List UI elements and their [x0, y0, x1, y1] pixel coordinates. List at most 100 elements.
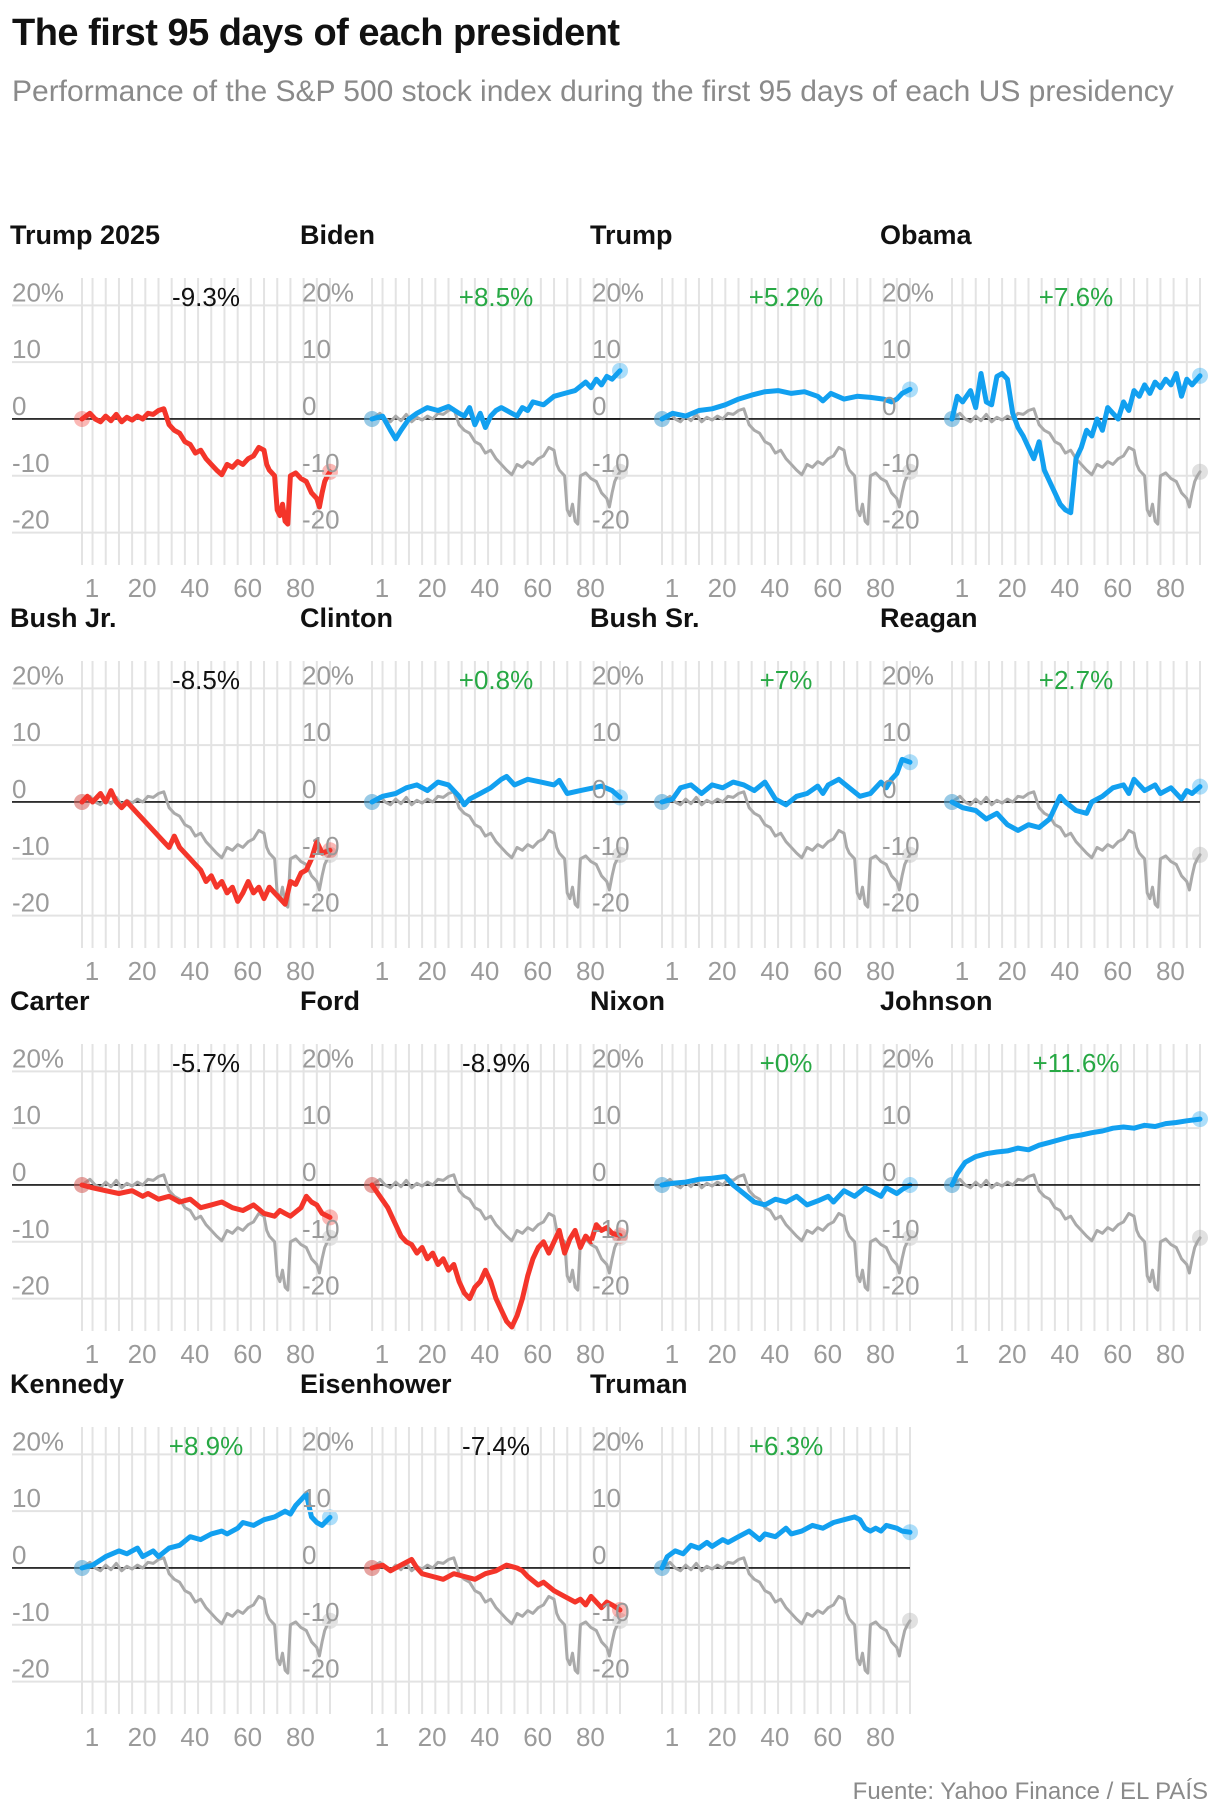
x-tick-label: 20	[128, 573, 157, 603]
reference-series-line	[660, 790, 912, 909]
x-tick-label: 20	[998, 956, 1027, 986]
panel-chart: 20% 10 0 -10 -20 1 20 40 60 80 -8.5%	[12, 660, 338, 986]
x-tick-label: 80	[576, 1339, 605, 1369]
reference-end-dot	[1192, 1229, 1208, 1246]
series-line	[79, 1182, 333, 1220]
x-tick-label: 80	[576, 1722, 605, 1752]
y-tick-label: 10	[592, 1100, 621, 1130]
y-tick-label: -10	[592, 1214, 630, 1244]
y-tick-label: 20%	[592, 1426, 644, 1456]
y-tick-label: -10	[882, 1214, 920, 1244]
x-tick-label: 40	[1050, 573, 1079, 603]
panel-ford: Ford 20% 10 0 -10 -20 1 20 40 60 80 -8.9%	[298, 986, 628, 1369]
panel-clinton: Clinton 20% 10 0 -10 -20 1 20 40 60 80 +0.8%	[298, 603, 628, 986]
y-tick-label: -10	[592, 448, 630, 478]
reference-series-line	[370, 407, 622, 526]
y-tick-label: -20	[592, 888, 630, 918]
series-line	[369, 368, 623, 442]
y-tick-label: 20%	[592, 660, 644, 690]
change-label: +11.6%	[1033, 1048, 1120, 1078]
series-line	[79, 406, 333, 527]
series-line	[79, 788, 333, 907]
x-tick-label: 20	[418, 1722, 447, 1752]
x-tick-label: 1	[955, 573, 969, 603]
y-tick-label: 10	[302, 717, 331, 747]
y-tick-label: -20	[592, 1271, 630, 1301]
x-tick-label: 1	[375, 1722, 389, 1752]
reference-series-line	[950, 790, 1202, 909]
x-tick-label: 80	[286, 956, 315, 986]
panel-title: Carter	[10, 986, 90, 1016]
change-label: -5.7%	[172, 1048, 240, 1078]
x-tick-label: 1	[85, 1339, 99, 1369]
panel-reagan: Reagan 20% 10 0 -10 -20 1 20 40 60 80 +2.7%	[878, 603, 1208, 986]
panel-title: Trump	[590, 220, 673, 250]
y-tick-label: 20%	[12, 1426, 64, 1456]
y-tick-label: 20%	[302, 1426, 354, 1456]
y-tick-label: -10	[12, 1597, 50, 1627]
y-tick-label: 0	[592, 1540, 606, 1570]
series-line	[659, 386, 913, 422]
chart-title: The first 95 days of each president	[12, 12, 620, 54]
y-tick-label: -10	[12, 831, 50, 861]
panel-title: Nixon	[590, 986, 666, 1016]
x-tick-label: 1	[85, 573, 99, 603]
y-tick-label: -20	[302, 1271, 340, 1301]
y-tick-label: 20%	[882, 277, 934, 307]
y-tick-label: -20	[302, 888, 340, 918]
y-tick-label: -10	[592, 831, 630, 861]
x-tick-label: 1	[955, 956, 969, 986]
y-tick-label: 10	[882, 334, 911, 364]
x-tick-label: 20	[998, 1339, 1027, 1369]
x-tick-label: 40	[180, 573, 209, 603]
reference-series-line	[370, 790, 622, 909]
y-tick-label: 10	[12, 334, 41, 364]
y-tick-label: -20	[12, 888, 50, 918]
series-start-dot	[74, 410, 90, 427]
reference-series-line	[950, 407, 1202, 526]
series-end-dot	[322, 1209, 338, 1226]
x-tick-label: 20	[708, 956, 737, 986]
panel-truman: Truman 20% 10 0 -10 -20 1 20 40 60 80 +6.3%	[588, 1369, 918, 1752]
y-tick-label: 0	[12, 1157, 26, 1187]
series-line	[659, 756, 913, 808]
y-tick-label: -20	[12, 1271, 50, 1301]
y-tick-label: -10	[302, 1597, 340, 1627]
reference-end-dot	[1192, 846, 1208, 863]
x-tick-label: 80	[1156, 1339, 1185, 1369]
panel-biden: Biden 20% 10 0 -10 -20 1 20 40 60 80 +8.5%	[298, 220, 628, 603]
series-start-dot	[944, 793, 960, 810]
x-tick-label: 1	[85, 956, 99, 986]
series-line	[369, 1182, 623, 1330]
panel-chart: 20% 10 0 -10 -20 1 20 40 60 80 +7%	[592, 660, 918, 986]
x-tick-label: 40	[180, 1339, 209, 1369]
y-tick-label: 0	[592, 1157, 606, 1187]
change-label: -9.3%	[172, 282, 240, 312]
reference-end-dot	[902, 1612, 918, 1629]
x-tick-label: 60	[813, 956, 842, 986]
x-tick-label: 20	[128, 956, 157, 986]
y-tick-label: -20	[882, 888, 920, 918]
change-label: +0%	[760, 1048, 813, 1078]
panel-trump-2025: Trump 2025 20% 10 0 -10 -20 1 20 40 60 80 -9.3%	[8, 220, 338, 603]
series-start-dot	[74, 793, 90, 810]
y-tick-label: 20%	[882, 660, 934, 690]
change-label: +8.5%	[459, 282, 533, 312]
x-tick-label: 40	[760, 573, 789, 603]
y-tick-label: -20	[882, 1271, 920, 1301]
reference-series-line	[80, 1556, 332, 1675]
panel-chart: 20% 10 0 -10 -20 1 20 40 60 80 +0%	[592, 1043, 918, 1369]
x-tick-label: 40	[760, 956, 789, 986]
series-line	[79, 1491, 333, 1571]
series-start-dot	[364, 793, 380, 810]
x-tick-label: 40	[470, 1339, 499, 1369]
panel-title: Truman	[590, 1369, 688, 1399]
y-tick-label: 0	[592, 391, 606, 421]
series-start-dot	[654, 410, 670, 427]
panel-title: Ford	[300, 986, 360, 1016]
panel-johnson: Johnson 20% 10 0 -10 -20 1 20 40 60 80 +11.6%	[878, 986, 1208, 1369]
panel-chart: 20% 10 0 -10 -20 1 20 40 60 80 +8.5%	[302, 277, 628, 603]
y-tick-label: 20%	[302, 1043, 354, 1073]
x-tick-label: 1	[85, 1722, 99, 1752]
series-end-dot	[612, 362, 628, 379]
